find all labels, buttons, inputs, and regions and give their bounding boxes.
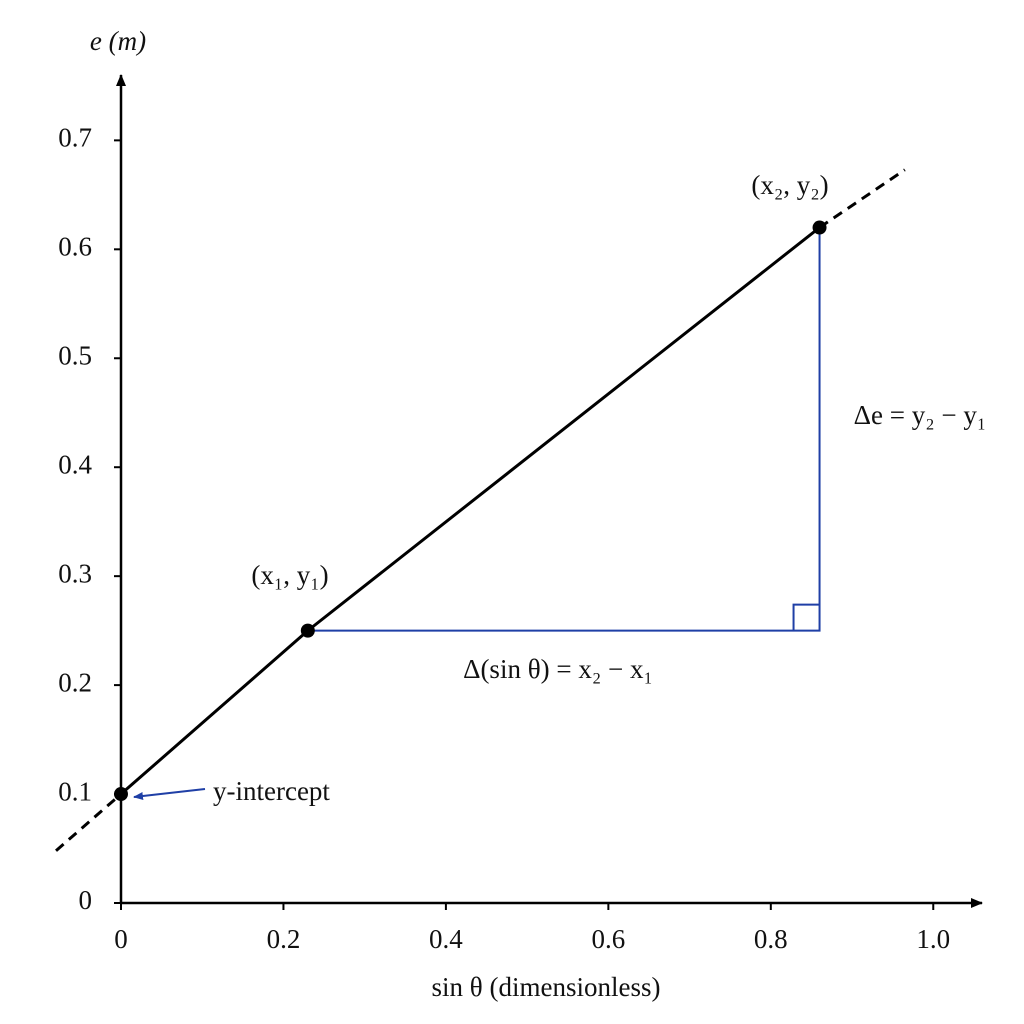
right-angle (792, 603, 820, 631)
x-tick-label: 0.8 (754, 924, 788, 954)
x-tick-label: 0.4 (429, 924, 463, 954)
data-point (300, 623, 315, 638)
x-tick-label: 0.6 (591, 924, 625, 954)
series-line (818, 168, 906, 229)
annotation: (x₁, y₁) (251, 560, 328, 590)
y-tick-label: 0.3 (58, 558, 92, 588)
annotation: y-intercept (213, 776, 330, 806)
annotation: (x₂, y₂) (751, 170, 828, 200)
series-line (55, 792, 122, 852)
x-tick-label: 0 (114, 924, 128, 954)
y-tick-label: 0.2 (58, 667, 92, 697)
annotation-arrow (133, 788, 206, 800)
y-tick-label: 0.5 (58, 340, 92, 370)
y-tick-label: 0.1 (58, 776, 92, 806)
data-point (812, 220, 827, 235)
data-point (114, 787, 128, 802)
y-tick-label: 0.7 (58, 123, 92, 153)
x-axis-title: sin θ (dimensionless) (432, 972, 661, 1002)
y-tick-label: 0 (79, 885, 93, 915)
y-tick-label: 0.4 (58, 449, 92, 479)
x-tick-label: 0.2 (267, 924, 301, 954)
x-tick-label: 1.0 (916, 924, 950, 954)
y-tick-label: 0.6 (58, 232, 92, 262)
slope-triangle (307, 227, 821, 632)
y-axis-title: e (m) (90, 26, 146, 56)
annotation: Δe = y₂ − y₁ (854, 400, 987, 430)
series-line (120, 226, 821, 796)
annotation: Δ(sin θ) = x₂ − x₁ (463, 654, 653, 684)
